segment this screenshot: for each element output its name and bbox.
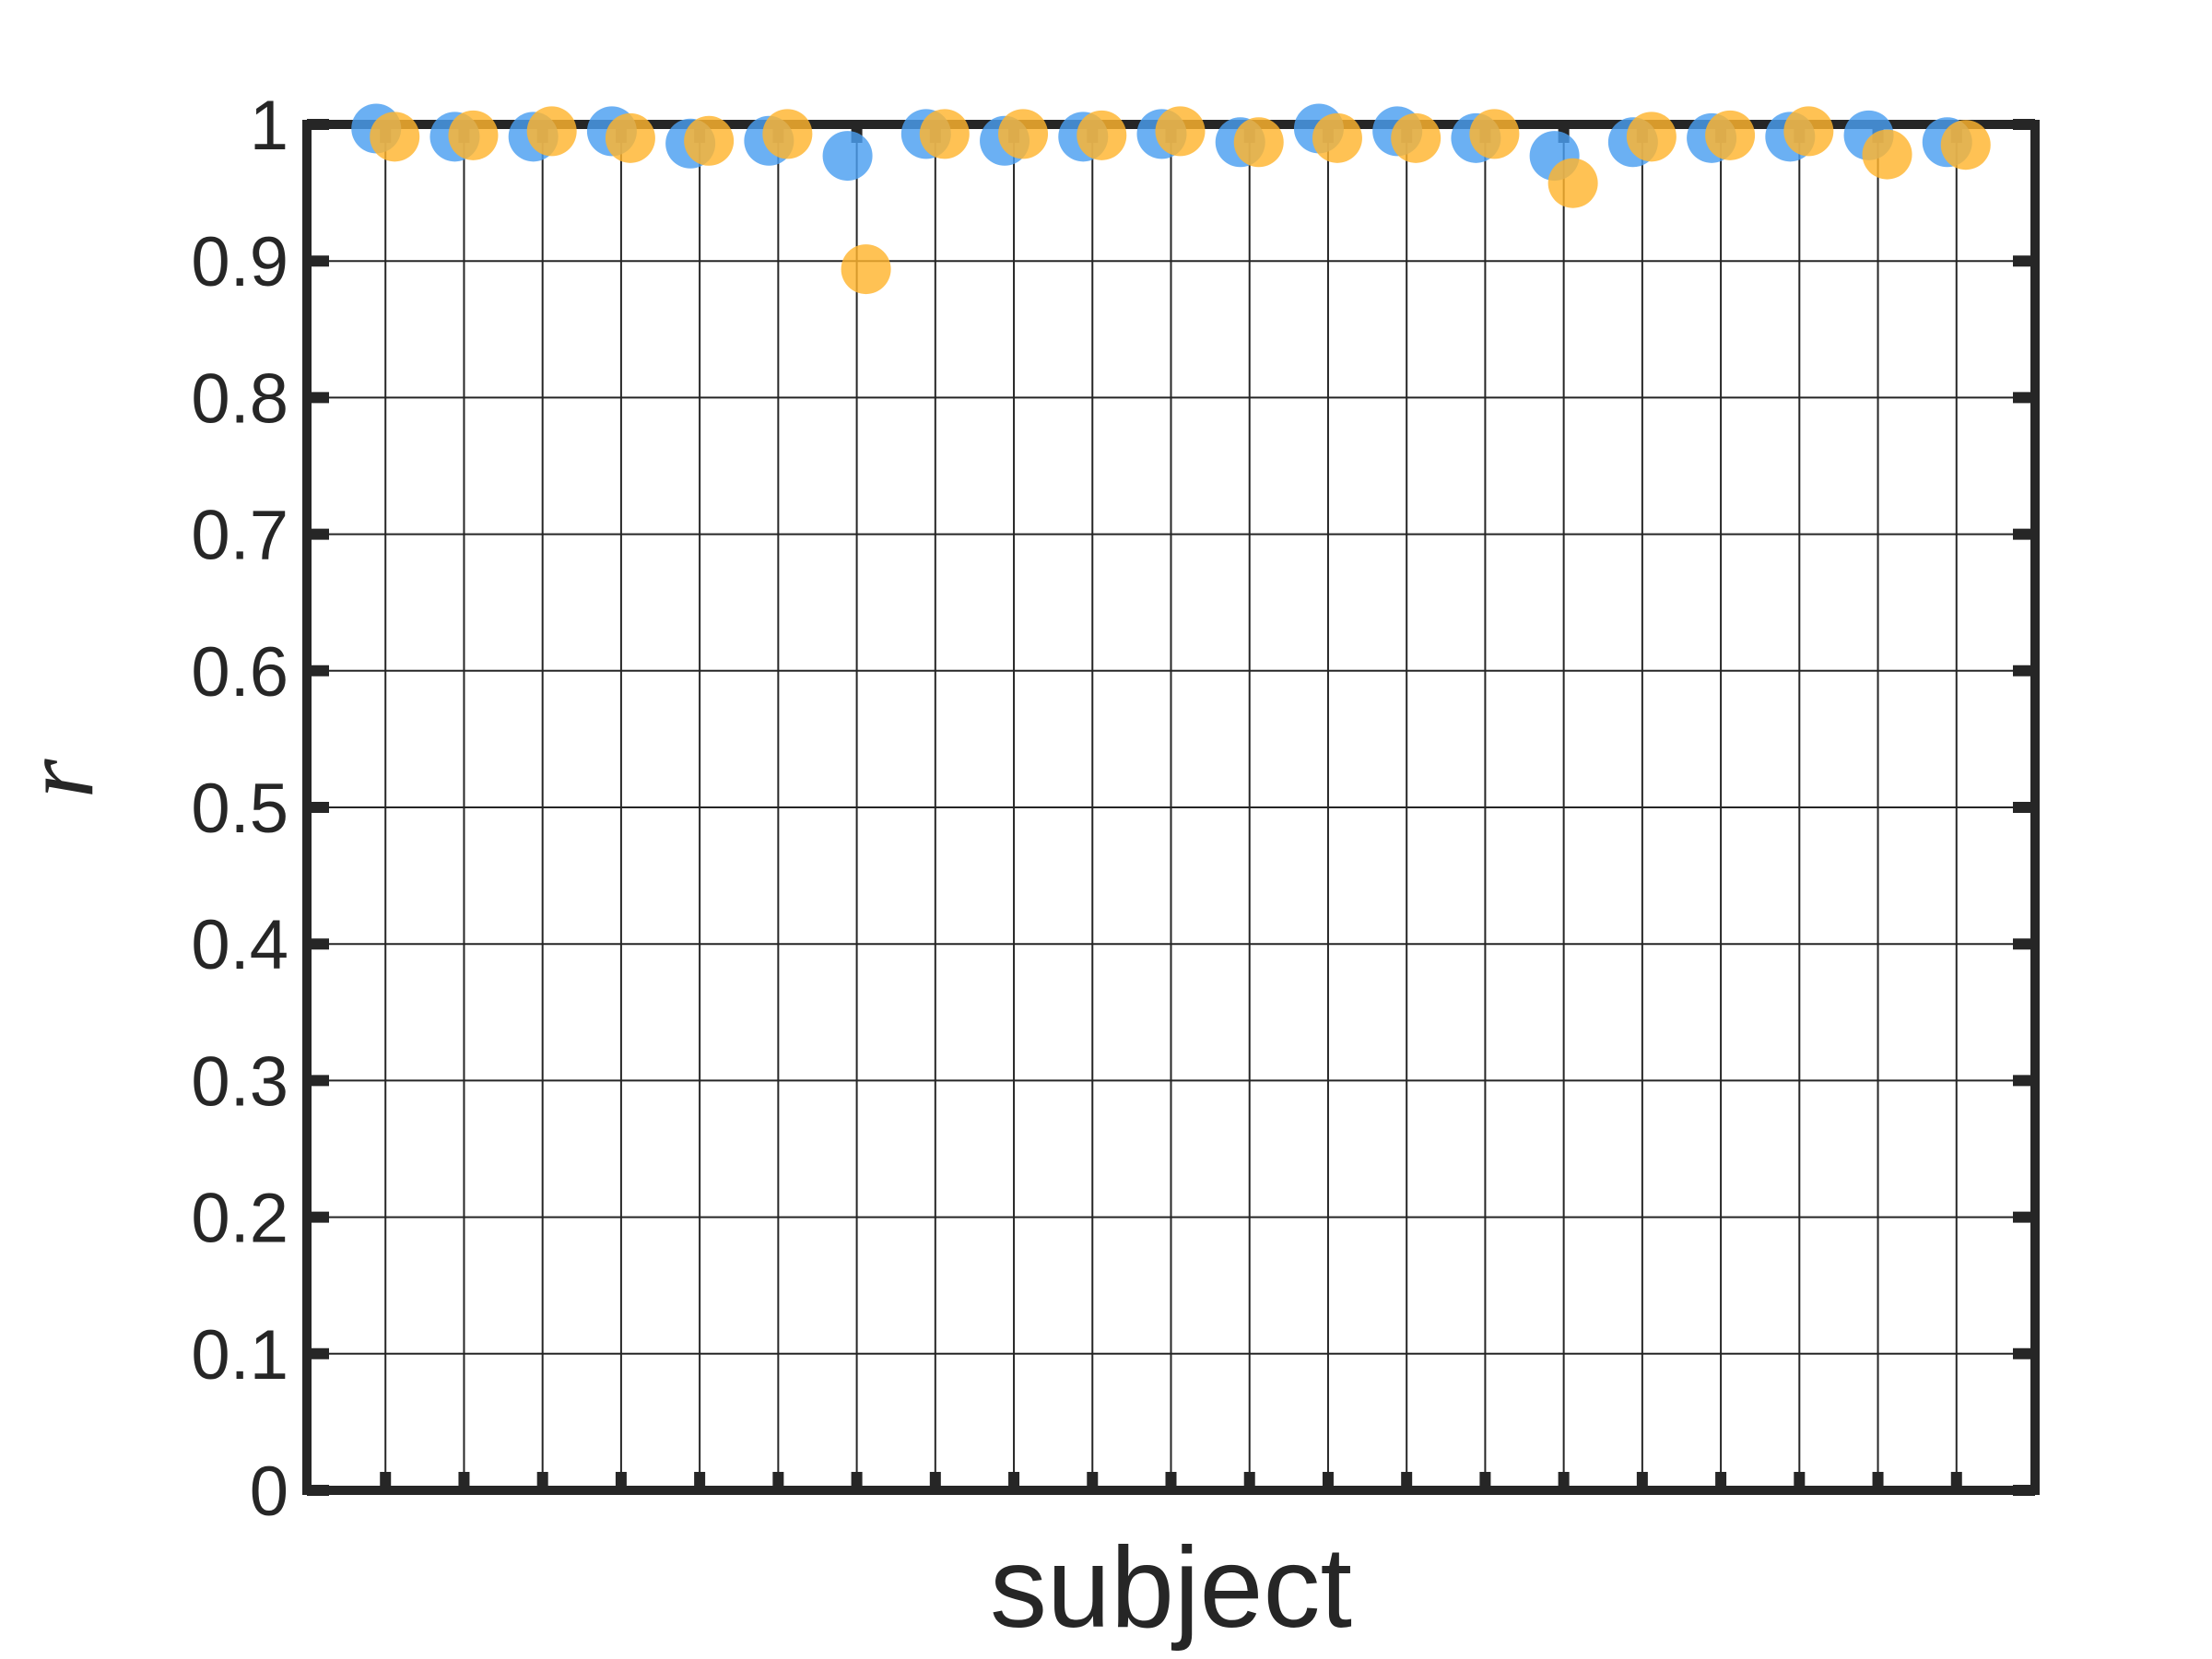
data-point — [1469, 109, 1520, 159]
y-tick-label: 0.1 — [191, 1316, 288, 1394]
y-tick-label: 1 — [250, 87, 288, 165]
y-tick-label: 0.3 — [191, 1042, 288, 1121]
series-2 — [370, 106, 1991, 295]
y-axis-label: r — [2, 758, 114, 798]
y-tick-label: 0.4 — [191, 906, 288, 984]
data-point — [1783, 106, 1834, 157]
y-tick-label: 0.9 — [191, 223, 288, 301]
x-axis-label: subject — [990, 1524, 1352, 1652]
y-tick-label: 0.5 — [191, 770, 288, 848]
data-point — [1077, 110, 1127, 160]
y-tick-label: 0 — [250, 1453, 288, 1531]
data-point — [1940, 120, 1991, 171]
y-tick-label: 0.7 — [191, 497, 288, 575]
data-points — [351, 103, 1991, 295]
data-point — [448, 110, 499, 160]
data-point — [1312, 112, 1362, 163]
data-point — [1391, 112, 1441, 163]
data-point — [1547, 158, 1598, 208]
data-point — [1626, 112, 1677, 162]
data-point — [762, 109, 813, 159]
y-tick-labels: 0 0.1 0.2 0.3 0.4 0.5 0.6 0.7 0.8 0.9 1 — [191, 87, 288, 1531]
data-point — [1705, 110, 1756, 160]
data-point — [605, 112, 655, 163]
data-point — [1233, 117, 1284, 168]
data-point — [684, 115, 735, 166]
data-point — [998, 109, 1049, 159]
data-point — [919, 109, 970, 159]
data-point — [841, 244, 891, 295]
data-point — [1155, 106, 1206, 157]
data-point — [370, 112, 420, 162]
grid-lines — [307, 124, 2035, 1491]
data-point — [526, 106, 577, 157]
y-tick-label: 0.2 — [191, 1180, 288, 1258]
data-point — [1862, 129, 1912, 180]
y-tick-label: 0.8 — [191, 359, 288, 438]
y-tick-label: 0.6 — [191, 633, 288, 712]
data-point — [822, 131, 873, 182]
